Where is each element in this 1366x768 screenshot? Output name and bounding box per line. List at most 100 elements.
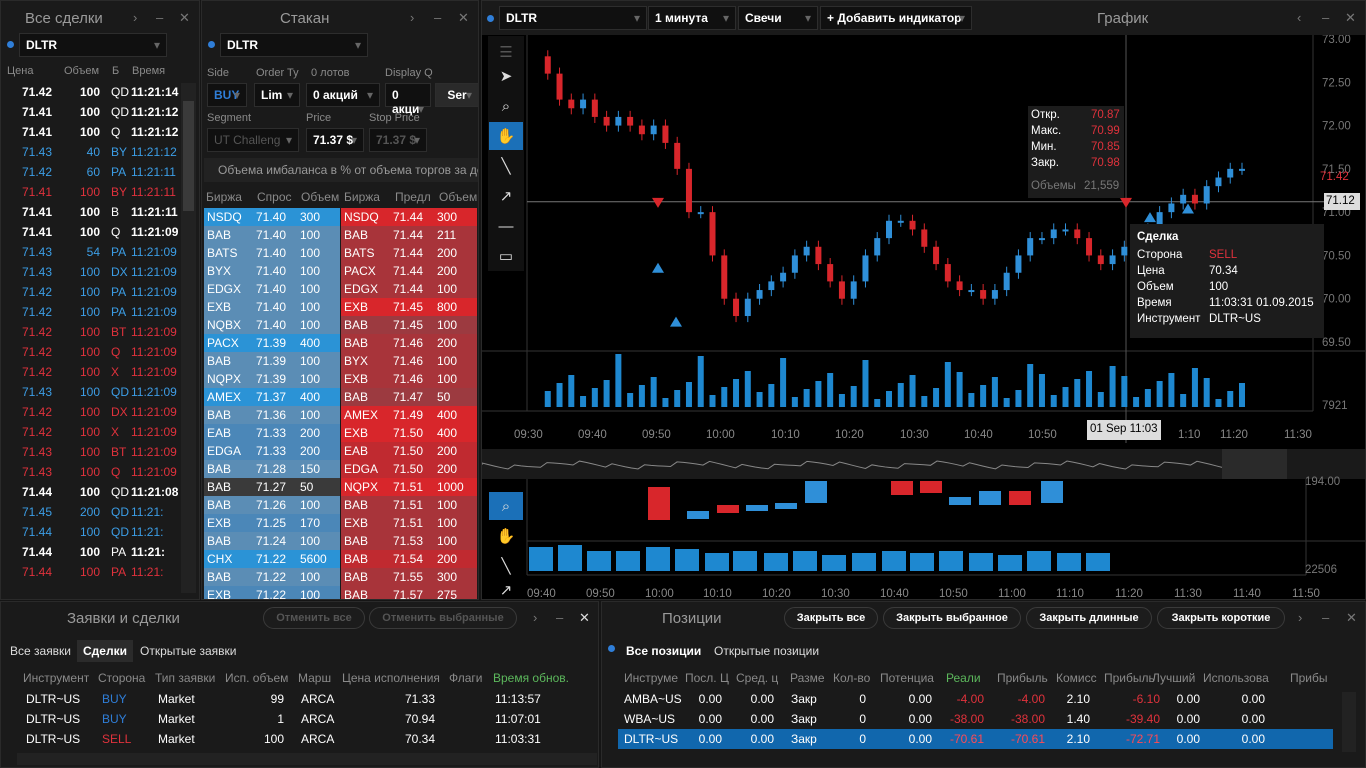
- bid-row[interactable]: BATS 71.40 100: [204, 244, 340, 262]
- interval-select[interactable]: 1 минута: [648, 6, 736, 30]
- chart-symbol-select[interactable]: DLTR: [499, 6, 647, 30]
- ask-row[interactable]: EDGX 71.44 100: [341, 280, 477, 298]
- minimize-icon[interactable]: –: [1322, 610, 1330, 625]
- bid-row[interactable]: BAB 71.40 100: [204, 226, 340, 244]
- close-icon[interactable]: ✕: [458, 10, 469, 25]
- column-header[interactable]: Кол-во: [833, 671, 871, 685]
- zoom-icon[interactable]: ⌕: [501, 97, 511, 115]
- bid-row[interactable]: BAB 71.26 100: [204, 496, 340, 514]
- column-header[interactable]: Объем: [439, 190, 478, 204]
- trade-row[interactable]: 71.45 200 QD 11:21:: [1, 502, 181, 522]
- pan-hand-icon[interactable]: ✋: [489, 122, 523, 150]
- chart-type-select[interactable]: Свечи: [738, 6, 818, 30]
- arrow-icon[interactable]: ↗: [499, 188, 513, 205]
- column-header[interactable]: Лучший: [1152, 671, 1196, 685]
- tab-open-positions[interactable]: Открытые позиции: [714, 644, 820, 658]
- column-header[interactable]: Инструмент: [23, 671, 90, 685]
- column-header[interactable]: Инструме: [624, 671, 679, 685]
- ask-row[interactable]: BAB 71.51 100: [341, 496, 477, 514]
- tab-all-positions[interactable]: Все позиции: [626, 644, 702, 658]
- column-header[interactable]: Цена исполнения: [342, 671, 440, 685]
- rectangle-icon[interactable]: ▭: [498, 248, 514, 265]
- tab-trades[interactable]: Сделки: [77, 640, 133, 662]
- horizontal-line-icon[interactable]: —: [498, 217, 514, 235]
- order-row[interactable]: DLTR~US BUY Market 1 ARCA 70.94 11:07:01: [1, 709, 581, 729]
- back-icon[interactable]: ‹: [1297, 10, 1302, 25]
- bid-row[interactable]: BAB 71.28 150: [204, 460, 340, 478]
- trade-row[interactable]: 71.43 100 DX 11:21:09: [1, 262, 181, 282]
- column-header[interactable]: Время обнов.: [493, 671, 569, 685]
- symbol-select[interactable]: DLTR: [220, 33, 368, 57]
- bid-row[interactable]: EXB 71.40 100: [204, 298, 340, 316]
- trade-row[interactable]: 71.44 100 QD 11:21:: [1, 522, 181, 542]
- column-header[interactable]: Потенциа: [880, 671, 934, 685]
- ask-row[interactable]: EAB 71.50 200: [341, 442, 477, 460]
- bid-row[interactable]: BAB 71.24 100: [204, 532, 340, 550]
- bid-row[interactable]: EAB 71.33 200: [204, 424, 340, 442]
- trade-row[interactable]: 71.42 100 PA 11:21:09: [1, 282, 181, 302]
- display-qty-input[interactable]: 0 акци: [385, 83, 431, 116]
- ask-row[interactable]: BATS 71.44 200: [341, 244, 477, 262]
- cancel-all-button[interactable]: Отменить все: [263, 607, 365, 629]
- trade-row[interactable]: 71.43 100 Q 11:21:09: [1, 462, 181, 482]
- ask-row[interactable]: NQPX 71.51 1000: [341, 478, 477, 496]
- ask-row[interactable]: BAB 71.57 275: [341, 586, 477, 599]
- trade-row[interactable]: 71.44 100 PA 11:21:: [1, 542, 181, 562]
- close-short-button[interactable]: Закрыть короткие: [1157, 607, 1285, 629]
- trade-row[interactable]: 71.42 100 QD 11:21:14: [1, 82, 181, 102]
- scrollbar[interactable]: [181, 83, 196, 593]
- bid-row[interactable]: EXB 71.22 100: [204, 586, 340, 599]
- ask-row[interactable]: EDGA 71.50 200: [341, 460, 477, 478]
- bid-row[interactable]: EXB 71.25 170: [204, 514, 340, 532]
- trade-row[interactable]: 71.42 100 PA 11:21:09: [1, 302, 181, 322]
- bid-row[interactable]: PACX 71.39 400: [204, 334, 340, 352]
- ask-row[interactable]: EXB 71.51 100: [341, 514, 477, 532]
- minimize-icon[interactable]: –: [434, 10, 442, 25]
- zoom-icon[interactable]: ⌕: [489, 492, 523, 520]
- ask-row[interactable]: NSDQ 71.44 300: [341, 208, 477, 226]
- tab-open-orders[interactable]: Открытые заявки: [140, 644, 237, 658]
- bid-row[interactable]: BAB 71.39 100: [204, 352, 340, 370]
- column-header[interactable]: Комисс: [1056, 671, 1097, 685]
- column-header[interactable]: Сред. ц: [736, 671, 779, 685]
- close-icon[interactable]: ✕: [579, 610, 590, 625]
- symbol-select[interactable]: DLTR: [19, 33, 167, 57]
- expand-icon[interactable]: ›: [1298, 610, 1303, 625]
- trade-row[interactable]: 71.41 100 Q 11:21:09: [1, 222, 181, 242]
- ask-row[interactable]: BAB 71.47 50: [341, 388, 477, 406]
- expand-icon[interactable]: ›: [133, 10, 138, 25]
- ask-row[interactable]: BAB 71.44 211: [341, 226, 477, 244]
- menu-icon[interactable]: ☰: [499, 44, 513, 61]
- bid-row[interactable]: BYX 71.40 100: [204, 262, 340, 280]
- close-all-button[interactable]: Закрыть все: [784, 607, 878, 629]
- column-header[interactable]: Сторона: [98, 671, 146, 685]
- trade-row[interactable]: 71.42 100 X 11:21:09: [1, 422, 181, 442]
- column-header[interactable]: Объем: [301, 190, 340, 204]
- scrollbar[interactable]: [17, 753, 597, 765]
- column-header[interactable]: Посл. Ц: [685, 671, 729, 685]
- close-long-button[interactable]: Закрыть длинные: [1026, 607, 1152, 629]
- scrollbar[interactable]: [1342, 692, 1356, 752]
- close-icon[interactable]: ✕: [1346, 610, 1357, 625]
- line-icon[interactable]: ╲: [501, 558, 511, 575]
- ask-row[interactable]: EXB 71.50 400: [341, 424, 477, 442]
- link-dot-icon[interactable]: [608, 645, 615, 652]
- order-type-select[interactable]: Lim: [254, 83, 300, 107]
- link-dot-icon[interactable]: [7, 41, 14, 48]
- send-button[interactable]: Ser: [435, 83, 478, 107]
- arrow-icon[interactable]: ↗: [499, 582, 513, 599]
- bid-row[interactable]: BAB 71.27 50: [204, 478, 340, 496]
- bid-row[interactable]: CHX 71.22 5600: [204, 550, 340, 568]
- bid-row[interactable]: BAB 71.22 100: [204, 568, 340, 586]
- column-header[interactable]: Биржа: [206, 190, 242, 204]
- price-input[interactable]: 71.37 $: [306, 128, 364, 152]
- trade-row[interactable]: 71.42 60 PA 11:21:11: [1, 162, 181, 182]
- column-header[interactable]: Разме: [790, 671, 825, 685]
- trade-row[interactable]: 71.43 100 BT 11:21:09: [1, 442, 181, 462]
- column-header[interactable]: Тип заявки: [155, 671, 216, 685]
- minimize-icon[interactable]: –: [556, 610, 564, 625]
- tab-all-orders[interactable]: Все заявки: [10, 644, 72, 658]
- bid-row[interactable]: NSDQ 71.40 300: [204, 208, 340, 226]
- column-header[interactable]: Прибы: [1290, 671, 1328, 685]
- qty-input[interactable]: 0 акций: [306, 83, 380, 107]
